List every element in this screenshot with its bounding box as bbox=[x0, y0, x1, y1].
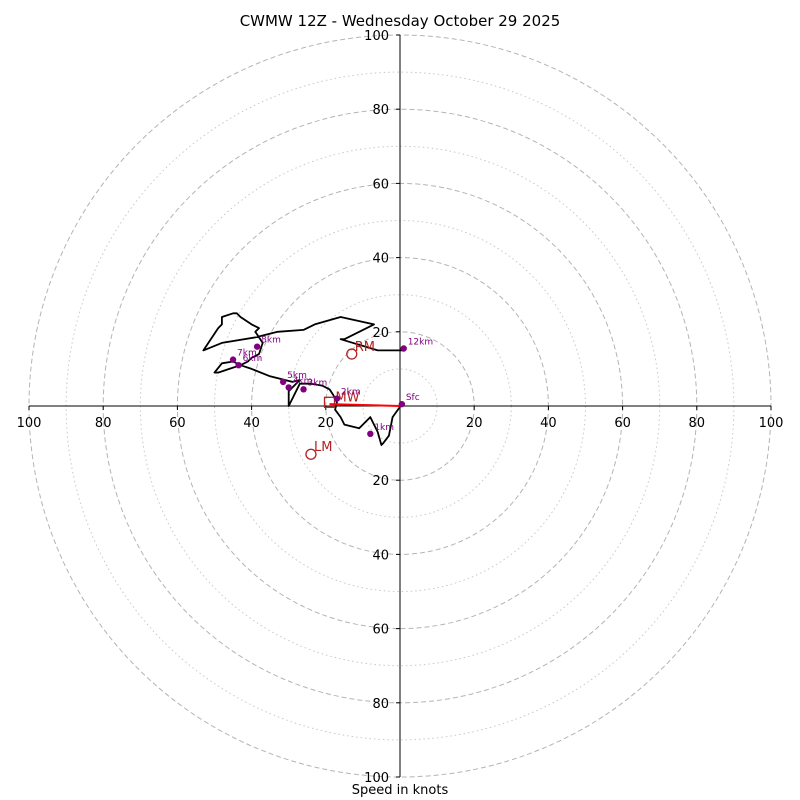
height-marker-dot bbox=[285, 384, 292, 391]
left-mover-marker bbox=[305, 448, 317, 460]
x-tick-label: 60 bbox=[614, 416, 631, 431]
x-tick-label: 100 bbox=[17, 416, 42, 431]
mean-wind-marker bbox=[323, 396, 336, 408]
height-marker-dot bbox=[367, 430, 374, 438]
y-tick-label: 100 bbox=[364, 29, 389, 44]
shear-vector-line bbox=[329, 403, 401, 407]
right-mover-label: RM bbox=[355, 340, 375, 355]
x-tick-label: 20 bbox=[466, 416, 483, 431]
height-marker-label: 1km bbox=[374, 423, 394, 433]
y-tick-label: 80 bbox=[372, 697, 389, 712]
y-tick-label: 60 bbox=[372, 623, 389, 638]
storm-motion-markers: MW RM LM bbox=[305, 340, 375, 460]
y-tick-label: 100 bbox=[364, 771, 389, 786]
height-marker-label: 5km bbox=[287, 371, 307, 381]
x-tick-label: 40 bbox=[540, 416, 557, 431]
y-tick-label: 80 bbox=[372, 103, 389, 118]
x-tick-label: 20 bbox=[318, 416, 335, 431]
height-marker-label: 4km bbox=[293, 376, 313, 386]
height-marker-dot bbox=[398, 400, 406, 408]
shear-vector bbox=[329, 403, 401, 407]
height-marker-label: 12km bbox=[408, 337, 433, 347]
height-marker-label: 2km bbox=[341, 388, 361, 398]
left-mover-label: LM bbox=[314, 440, 332, 455]
mean-wind-label: MW bbox=[336, 390, 360, 405]
x-tick-label: 80 bbox=[689, 416, 706, 431]
height-marker-label: Sfc bbox=[406, 393, 420, 403]
right-mover-marker bbox=[346, 348, 358, 360]
height-marker-label: 7km bbox=[237, 349, 257, 359]
height-marker-dot bbox=[253, 343, 261, 350]
x-tick-label: 80 bbox=[95, 416, 112, 431]
hodograph-line bbox=[202, 312, 404, 446]
height-marker-label: 3km bbox=[308, 378, 328, 388]
tick-labels: 100 80 60 40 20 20 40 60 80 100 100 80 60 40 20 20 40 60 8… bbox=[17, 29, 784, 786]
height-marker-label: 6km bbox=[243, 354, 263, 364]
hodograph-trace bbox=[202, 312, 404, 446]
height-marker-dot bbox=[400, 345, 407, 352]
chart-title: CWMW 12Z - Wednesday October 29 2025 bbox=[239, 12, 561, 30]
x-axis-label: Speed in knots bbox=[351, 783, 449, 798]
y-tick-label: 60 bbox=[372, 177, 389, 192]
y-tick-label: 20 bbox=[372, 474, 389, 489]
y-tick-label: 40 bbox=[372, 548, 389, 563]
x-tick-label: 100 bbox=[759, 416, 784, 431]
height-marker-label: 8km bbox=[261, 336, 281, 346]
x-tick-label: 60 bbox=[169, 416, 186, 431]
height-marker-dot bbox=[300, 386, 307, 393]
height-marker-dot bbox=[333, 395, 341, 402]
y-tick-label: 40 bbox=[372, 252, 389, 267]
height-marker-dot bbox=[229, 356, 237, 363]
height-marker-dot bbox=[279, 378, 287, 386]
y-tick-label: 20 bbox=[372, 326, 389, 341]
x-tick-label: 40 bbox=[243, 416, 260, 431]
height-marker-dot bbox=[235, 361, 242, 369]
